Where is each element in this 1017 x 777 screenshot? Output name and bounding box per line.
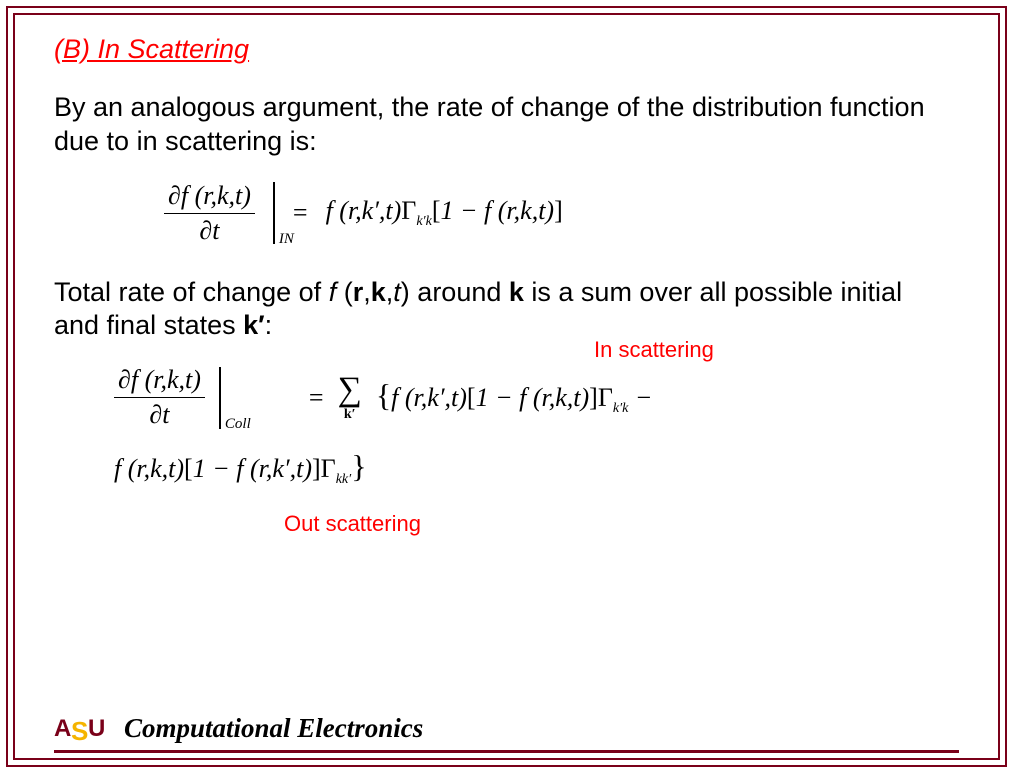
- eq1-rhs-b: 1 − f (r,k,t): [441, 196, 555, 225]
- eq1-bracket-open: [: [432, 196, 441, 225]
- footer-content: A S U Computational Electronics: [54, 710, 959, 746]
- footer-title: Computational Electronics: [124, 713, 423, 746]
- p2-r: r: [353, 277, 364, 307]
- eq1-fprime: f (r,k′,t): [326, 196, 402, 225]
- p2-mid: around: [410, 277, 509, 307]
- eq2-l1-b: 1 − f (r,k,t): [476, 383, 590, 412]
- p2-t: t: [393, 277, 401, 307]
- p2-kprime: k′: [243, 310, 265, 340]
- p2-end: :: [265, 310, 273, 340]
- eq2-sum: ∑ k′: [338, 373, 362, 423]
- slide-content: (B) In Scattering By an analogous argume…: [54, 34, 954, 498]
- eq2-l1-bclose: ]: [589, 383, 598, 412]
- eq1-bracket-close: ]: [554, 196, 563, 225]
- eq1-eval-bar: IN: [273, 182, 275, 244]
- svg-text:A: A: [54, 715, 71, 742]
- eq2-l2-bopen: [: [184, 454, 193, 483]
- svg-text:U: U: [88, 715, 105, 742]
- p2-c1: ,: [363, 277, 371, 307]
- eq1-numerator: ∂f (r,k,t): [164, 181, 255, 211]
- eq1-eval-label: IN: [279, 231, 294, 248]
- sigma-icon: ∑: [338, 373, 362, 407]
- eq2-line1: ∂f (r,k,t) ∂t Coll = ∑ k′ {f (r,k′,t)[1 …: [114, 365, 954, 430]
- equation-collision: In scattering ∂f (r,k,t) ∂t Coll = ∑ k′ …: [114, 365, 954, 488]
- eq2-brace-close: }: [351, 448, 366, 484]
- eq2-l2-bclose: ]: [312, 454, 321, 483]
- eq2-sum-index: k′: [344, 407, 356, 423]
- eq2-l2-gamma-sub: kk′: [336, 472, 352, 487]
- eq2-l1-a: f (r,k′,t): [391, 383, 467, 412]
- eq2-l1-tail: −: [628, 383, 652, 412]
- eq2-line1-terms: {f (r,k′,t)[1 − f (r,k,t)]Γk′k −: [376, 377, 653, 417]
- annotation-out-scattering: Out scattering: [284, 511, 421, 537]
- section-heading: (B) In Scattering: [54, 34, 954, 65]
- eq1-denominator: ∂t: [195, 216, 223, 246]
- eq1-equals: =: [293, 198, 308, 228]
- eq2-l1-bopen: [: [467, 383, 476, 412]
- annotation-in-scattering: In scattering: [594, 337, 714, 363]
- eq1-gamma-sub: k′k: [416, 214, 432, 229]
- footer: A S U Computational Electronics: [54, 710, 959, 753]
- eq1-lhs-fraction: ∂f (r,k,t) ∂t: [164, 181, 255, 246]
- eq2-line2-terms: f (r,k,t)[1 − f (r,k′,t)]Γkk′}: [114, 448, 367, 488]
- eq2-line2: f (r,k,t)[1 − f (r,k′,t)]Γkk′}: [114, 448, 954, 488]
- eq2-l2-gamma: Γ: [321, 454, 336, 483]
- eq2-eval-bar: Coll: [219, 367, 221, 429]
- eq2-denominator: ∂t: [145, 400, 173, 430]
- asu-logo-icon: A S U: [54, 710, 110, 746]
- p2-pre: Total rate of change of: [54, 277, 329, 307]
- p2-close: ): [401, 277, 410, 307]
- eq2-l1-gamma-sub: k′k: [613, 402, 629, 417]
- eq2-numerator: ∂f (r,k,t): [114, 365, 205, 395]
- p2-f: f: [329, 277, 344, 307]
- p2-k: k: [371, 277, 386, 307]
- paragraph-1: By an analogous argument, the rate of ch…: [54, 91, 954, 159]
- equation-in-scattering: ∂f (r,k,t) ∂t IN = f (r,k′,t)Γk′k[1 − f …: [164, 181, 954, 246]
- p2-k2: k: [509, 277, 524, 307]
- eq2-l1-gamma: Γ: [598, 383, 613, 412]
- eq2-equals: =: [309, 383, 324, 413]
- paragraph-2: Total rate of change of f (r,k,t) around…: [54, 276, 954, 344]
- eq1-rhs: f (r,k′,t)Γk′k[1 − f (r,k,t)]: [326, 196, 563, 230]
- eq2-brace-open: {: [376, 377, 391, 413]
- footer-line: [54, 750, 959, 753]
- p2-open: (: [344, 277, 353, 307]
- eq1-gamma: Γ: [401, 196, 416, 225]
- eq2-l2-b: 1 − f (r,k′,t): [193, 454, 312, 483]
- eq2-l2-a: f (r,k,t): [114, 454, 184, 483]
- svg-text:S: S: [71, 716, 88, 746]
- eq2-lhs-fraction: ∂f (r,k,t) ∂t: [114, 365, 205, 430]
- eq2-eval-label: Coll: [225, 416, 251, 433]
